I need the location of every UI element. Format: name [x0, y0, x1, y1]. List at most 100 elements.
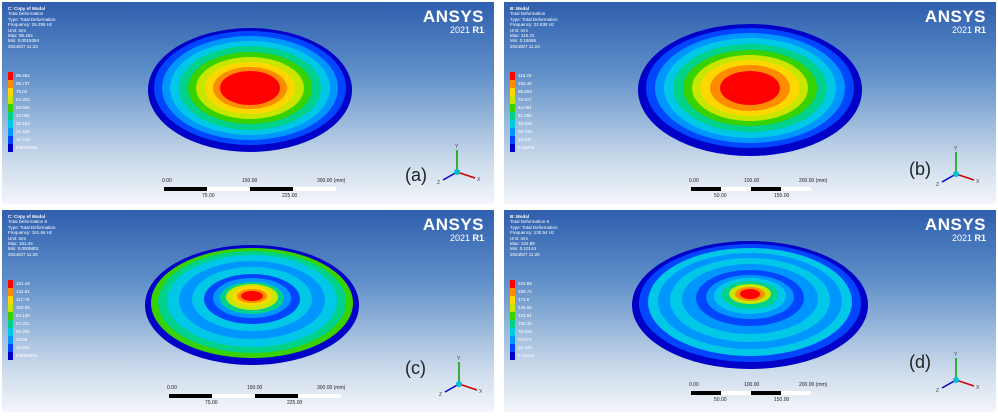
legend-swatch — [8, 328, 13, 336]
scale-tick: 300.00 (mm) — [317, 178, 346, 184]
legend-swatch — [510, 144, 515, 152]
panel-label: (d) — [909, 352, 931, 372]
panel-label: (b) — [909, 159, 931, 179]
scale-tick: 50.00 — [714, 397, 727, 403]
axis-z-label: Z — [437, 180, 440, 186]
legend-value: 174.6 — [518, 297, 530, 302]
legend-value: 64.303 — [16, 97, 30, 102]
legend-value: 33.66 — [16, 337, 28, 342]
info-line: Type: Total Deformation — [8, 224, 56, 230]
info-line: Max: 224.89 — [510, 241, 535, 247]
scale-tick: 200.00 (mm) — [799, 382, 828, 388]
panel-label: (c) — [405, 358, 426, 378]
scale-tick: 0.00 — [689, 382, 699, 388]
info-line: Frequency: 130.54 Hz — [510, 230, 555, 236]
info-line: C: Copy of Modal — [8, 214, 45, 219]
legend-swatch — [510, 312, 515, 320]
scale-tick: 150.00 — [774, 397, 790, 403]
ansys-logo: ANSYS 2021 R1 — [423, 8, 484, 35]
brand-name: ANSYS — [924, 215, 986, 234]
ansys-logo: ANSYS 2021 R1 — [423, 216, 484, 243]
brand-name: ANSYS — [422, 7, 484, 26]
info-line: Unit: mm — [8, 27, 26, 33]
legend-swatch — [8, 144, 13, 152]
scale-tick: 100.00 — [744, 178, 760, 184]
legend-value: 96.454 — [16, 73, 30, 78]
info-line: Max: 151.44 — [8, 241, 33, 247]
legend-value: 115.23 — [518, 73, 532, 78]
info-block: C: Copy of Modal Total Deformation 8 Typ… — [8, 214, 55, 257]
legend-swatch — [8, 336, 13, 344]
legend-value: 100.33 — [518, 321, 532, 326]
panel-c: C: Copy of Modal Total Deformation 8 Typ… — [2, 210, 494, 412]
legend-value: 67.311 — [16, 321, 30, 326]
info-line: Max: 96.454 — [8, 33, 33, 39]
info-line: Min: 0.16065 — [510, 38, 537, 44]
info-line: Frequency: 151.66 Hz — [8, 230, 53, 236]
deformation-contour — [638, 24, 862, 156]
legend-value: 84.136 — [16, 313, 30, 318]
legend-swatch — [8, 280, 13, 288]
info-line: Total Deformation — [510, 11, 546, 17]
legend-swatch — [8, 312, 13, 320]
legend-swatch — [510, 288, 515, 296]
legend-swatch — [8, 120, 13, 128]
scale-tick: 225.00 — [287, 400, 303, 406]
scale-tick: 50.00 — [714, 193, 727, 199]
legend-swatch — [8, 296, 13, 304]
legend-value: 53.586 — [16, 105, 30, 110]
scale-tick: 150.00 — [247, 385, 263, 391]
legend-value: 75.816 — [518, 329, 532, 334]
legend-swatch — [8, 320, 13, 328]
legend-swatch — [8, 288, 13, 296]
axis-x-label: X — [976, 179, 980, 185]
deformation-contour — [145, 245, 359, 365]
legend-value: 134.61 — [16, 289, 30, 294]
axis-triad-icon: Y X Z — [936, 146, 980, 188]
legend-value: 100.96 — [16, 305, 30, 310]
scale-tick: 75.00 — [205, 400, 218, 406]
legend-swatch — [8, 96, 13, 104]
legend-swatch — [510, 304, 515, 312]
info-line: Total Deformation 8 — [8, 219, 48, 225]
scale-tick: 300.00 (mm) — [317, 385, 346, 391]
legend-swatch — [510, 88, 515, 96]
scale-bar: 0.00 100.00 200.00 (mm) 50.00 150.00 — [689, 382, 889, 412]
legend-value: 50.485 — [16, 329, 30, 334]
info-line: 2024/6/7 11:26 — [510, 251, 540, 257]
legend-value: 102.46 — [518, 81, 532, 86]
axis-z-label: Z — [439, 392, 442, 398]
axis-triad-icon: Y X Z — [437, 144, 481, 186]
legend-swatch — [510, 328, 515, 336]
info-line: C: Copy of Modal — [8, 6, 45, 11]
legend-swatch — [510, 344, 515, 352]
legend-swatch — [510, 296, 515, 304]
brand-name: ANSYS — [924, 7, 986, 26]
axis-x-label: X — [479, 389, 483, 395]
deformation-contour — [148, 28, 352, 152]
legend-value: 199.74 — [518, 289, 532, 294]
info-line: B: Modal — [510, 214, 529, 219]
legend-swatch — [8, 128, 13, 136]
version-release: R1 — [472, 233, 484, 243]
legend-value: 151.44 — [16, 281, 30, 286]
legend-value: 42.069 — [16, 113, 30, 118]
legend-value: 75.02 — [16, 89, 28, 94]
legend-value: 85.737 — [16, 81, 30, 86]
legend-swatch — [510, 120, 515, 128]
legend-value: 51.085 — [518, 113, 532, 118]
legend-value: 25.126 — [518, 345, 532, 350]
legend-value: 21.435 — [16, 129, 30, 134]
scale-bar: 0.00 150.00 300.00 (mm) 75.00 225.00 — [167, 385, 367, 412]
legend-swatch — [8, 304, 13, 312]
panel-label: (a) — [405, 165, 427, 185]
axis-y-label: Y — [954, 146, 958, 152]
axis-triad-icon: Y X Z — [439, 356, 483, 398]
version-year: 2021 — [449, 25, 470, 35]
legend-swatch — [8, 80, 13, 88]
scale-tick: 0.00 — [689, 178, 699, 184]
legend-swatch — [8, 352, 13, 360]
info-line: Min: 0.0005801 — [8, 246, 40, 252]
legend-value: 10.718 — [16, 137, 30, 142]
axis-y-label: Y — [457, 356, 461, 362]
